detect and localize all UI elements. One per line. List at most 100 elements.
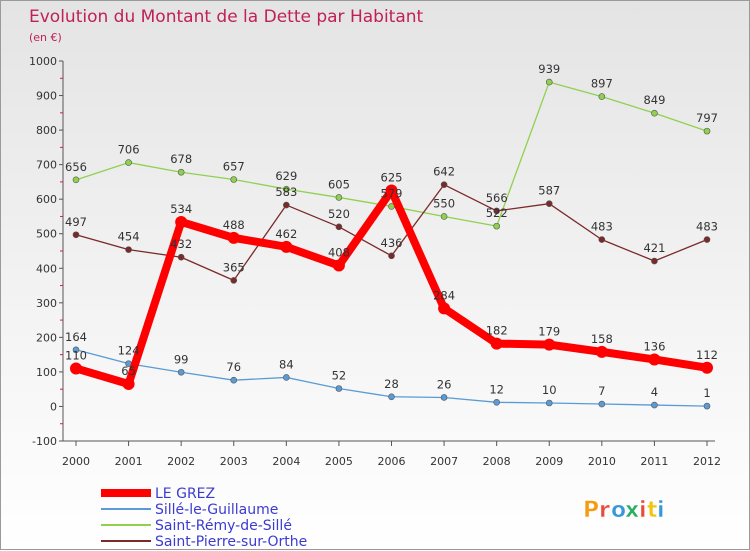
x-tick-label: 2005 — [325, 455, 353, 468]
data-point — [177, 368, 185, 376]
y-tick-label: 300 — [36, 297, 57, 310]
chart-subtitle: (en €) — [29, 31, 62, 44]
legend-label: Saint-Rémy-de-Sillé — [155, 518, 292, 534]
x-tick-label: 2008 — [483, 455, 511, 468]
data-label: 797 — [696, 111, 718, 125]
data-point — [125, 159, 132, 166]
data-label: 629 — [275, 169, 297, 183]
data-label: 10 — [542, 383, 557, 397]
data-point — [230, 277, 238, 284]
data-point — [598, 236, 606, 243]
x-tick-label: 2009 — [535, 455, 563, 468]
legend-label: Saint-Pierre-sur-Orthe — [155, 534, 307, 550]
data-point — [125, 246, 132, 253]
data-label: 179 — [538, 325, 560, 339]
chart-title: Evolution du Montant de la Dette par Hab… — [29, 7, 424, 27]
data-label: 1 — [703, 386, 710, 400]
data-label: 65 — [121, 364, 136, 378]
axes: -100 0 100 200 300 400 500 600 700 800 900 1000 2000… — [29, 55, 721, 468]
x-tick-label: 2004 — [272, 455, 300, 468]
data-point — [493, 207, 500, 215]
logo-letter: i — [657, 498, 665, 523]
data-label: 28 — [384, 377, 399, 391]
data-point — [438, 302, 451, 315]
y-tick-label: 600 — [36, 193, 57, 206]
data-point — [335, 223, 343, 231]
data-point — [440, 213, 448, 220]
data-label: 678 — [170, 152, 192, 166]
data-point — [388, 393, 395, 401]
data-point — [175, 215, 188, 228]
legend: LE GREZSillé-le-GuillaumeSaint-Rémy-de-S… — [101, 486, 307, 550]
x-tick-label: 2002 — [167, 455, 195, 468]
data-point — [72, 176, 80, 184]
data-label: 625 — [381, 171, 403, 185]
data-point — [335, 194, 343, 201]
data-point — [283, 374, 290, 381]
data-label: 462 — [275, 227, 297, 241]
y-tick-label: 1000 — [29, 55, 57, 68]
data-label: 136 — [643, 339, 665, 353]
data-label: 4 — [651, 385, 658, 399]
data-label: 12 — [489, 382, 504, 396]
data-point — [177, 168, 185, 176]
data-label: 566 — [486, 191, 508, 205]
data-label: 158 — [591, 332, 613, 346]
logo-letter: P — [583, 498, 599, 523]
data-label: 408 — [328, 246, 350, 260]
data-point — [122, 378, 135, 390]
x-tick-label: 2007 — [430, 455, 458, 468]
y-tick-label: -100 — [32, 435, 57, 448]
data-label: 656 — [65, 160, 87, 174]
data-point — [493, 222, 500, 230]
data-label: 497 — [65, 215, 87, 229]
data-label: 7 — [598, 384, 605, 398]
x-tick-label: 2006 — [378, 455, 406, 468]
data-point — [385, 184, 398, 197]
logo-letter: i — [639, 498, 647, 523]
data-label: 112 — [696, 348, 718, 362]
data-point — [177, 253, 185, 261]
data-label: 657 — [223, 159, 245, 173]
data-label: 436 — [381, 236, 403, 250]
data-point — [72, 346, 80, 354]
y-tick-label: 500 — [36, 228, 57, 241]
legend-label: Sillé-le-Guillaume — [155, 502, 278, 518]
y-tick-label: 0 — [50, 400, 57, 413]
y-tick-label: 400 — [36, 262, 57, 275]
data-point — [332, 259, 345, 272]
x-tick-label: 2003 — [220, 455, 248, 468]
data-label: 284 — [433, 288, 455, 302]
data-point — [388, 252, 395, 260]
data-label: 124 — [118, 344, 140, 358]
data-point — [335, 385, 343, 392]
data-point — [545, 399, 553, 407]
data-point — [440, 394, 448, 401]
data-label: 110 — [65, 348, 87, 362]
y-tick-label: 900 — [36, 90, 57, 103]
data-point — [283, 201, 290, 209]
data-label: 421 — [643, 241, 665, 255]
data-point — [230, 376, 238, 384]
x-tick-label: 2000 — [62, 455, 90, 468]
data-label: 642 — [433, 165, 455, 179]
data-point — [72, 231, 80, 239]
data-label: 849 — [643, 93, 665, 107]
data-label: 164 — [65, 330, 87, 344]
data-point — [703, 402, 711, 410]
data-point — [283, 185, 290, 193]
x-tick-label: 2010 — [588, 455, 616, 468]
data-point — [701, 361, 713, 374]
logo-letter: x — [625, 498, 639, 523]
data-label: 587 — [538, 184, 560, 198]
data-point — [598, 400, 606, 408]
data-label: 84 — [279, 357, 294, 371]
data-label: 522 — [486, 206, 508, 220]
legend-label: LE GREZ — [155, 486, 215, 502]
y-tick-label: 700 — [36, 159, 57, 172]
data-label: 454 — [118, 230, 140, 244]
data-label: 182 — [486, 324, 508, 338]
